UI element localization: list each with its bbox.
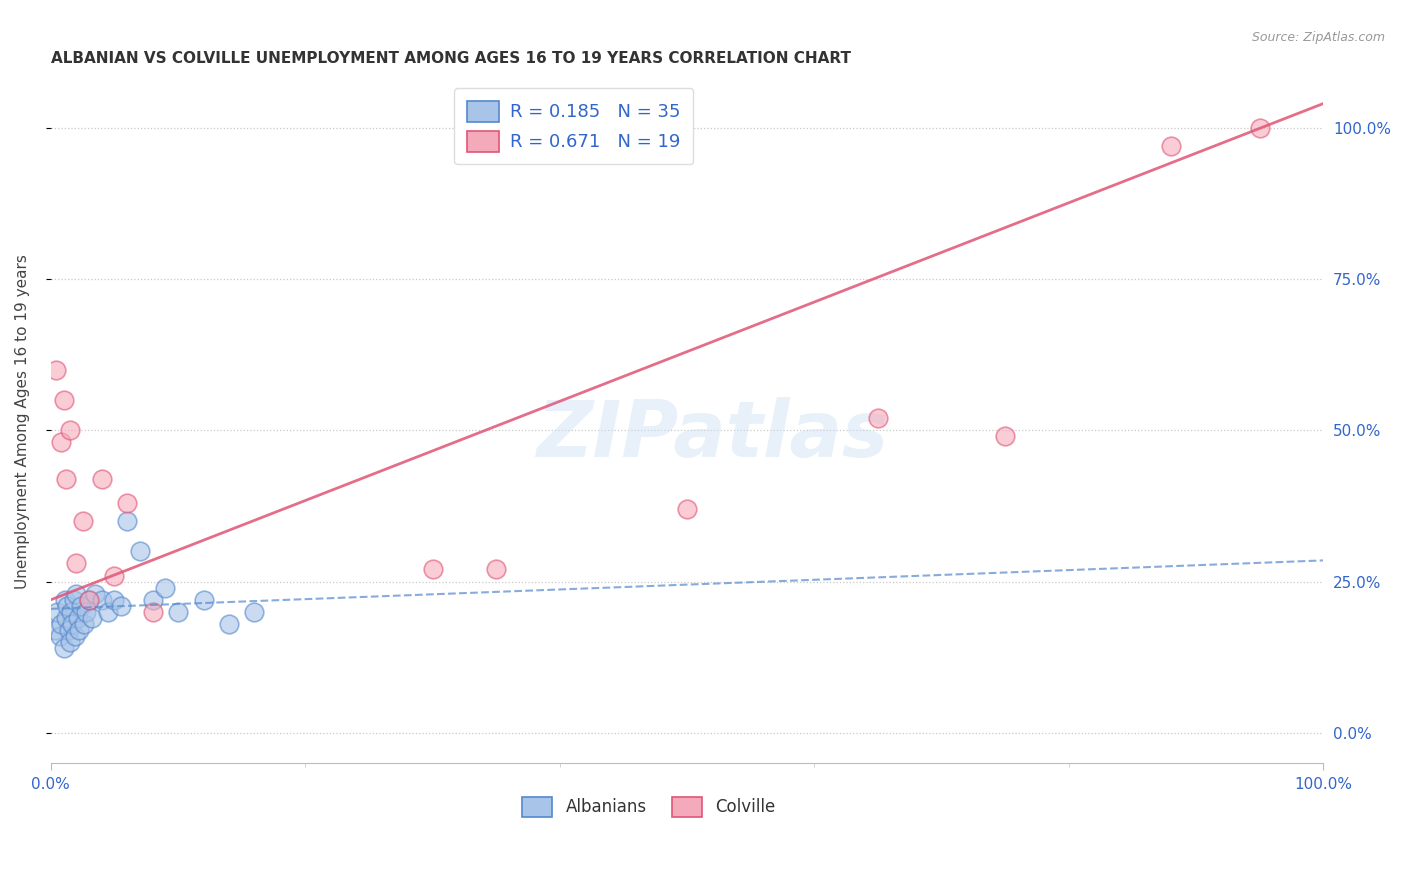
Point [866,411,889,425]
Point [115,514,138,528]
Point [77,592,100,607]
Point [49,616,72,631]
Point [422,562,444,576]
Point [485,562,508,576]
Point [49,435,72,450]
Point [676,502,699,516]
Point [60,605,83,619]
Point [97,605,120,619]
Point [90,472,112,486]
Y-axis label: Unemployment Among Ages 16 to 19 years: Unemployment Among Ages 16 to 19 years [15,254,30,589]
Point [56,599,79,613]
Point [58,623,80,637]
Point [129,544,152,558]
Text: ZIPatlas: ZIPatlas [536,397,889,473]
Point [77,592,100,607]
Point [1160,139,1182,153]
Point [142,605,165,619]
Point [65,587,87,601]
Point [155,581,177,595]
Text: Source: ZipAtlas.com: Source: ZipAtlas.com [1251,31,1385,45]
Point [66,611,89,625]
Point [55,472,77,486]
Point [63,629,86,643]
Point [84,587,107,601]
Point [52,641,75,656]
Point [218,616,240,631]
Legend: Albanians, Colville: Albanians, Colville [516,790,782,823]
Point [115,496,138,510]
Point [1249,120,1271,135]
Point [59,423,82,437]
Point [65,557,87,571]
Point [994,429,1017,443]
Point [67,623,90,637]
Point [103,568,125,582]
Point [243,605,266,619]
Point [48,629,70,643]
Text: ALBANIAN VS COLVILLE UNEMPLOYMENT AMONG AGES 16 TO 19 YEARS CORRELATION CHART: ALBANIAN VS COLVILLE UNEMPLOYMENT AMONG … [51,51,851,66]
Point [46,605,69,619]
Point [62,592,84,607]
Point [90,592,112,607]
Point [45,363,67,377]
Point [193,592,215,607]
Point [75,605,97,619]
Point [167,605,190,619]
Point [72,514,94,528]
Point [80,611,103,625]
Point [70,599,93,613]
Point [59,635,82,649]
Point [53,592,76,607]
Point [44,623,66,637]
Point [62,616,84,631]
Point [110,599,132,613]
Point [55,611,77,625]
Point [73,616,96,631]
Point [142,592,165,607]
Point [103,592,125,607]
Point [52,392,75,407]
